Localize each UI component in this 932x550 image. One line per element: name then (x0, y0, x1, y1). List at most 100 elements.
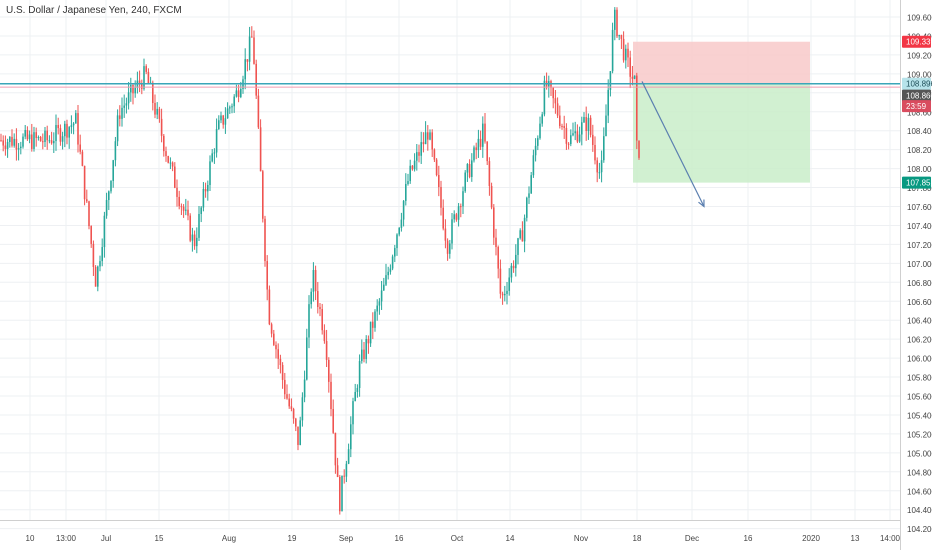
candle-body (13, 138, 15, 146)
candle-body (64, 123, 66, 137)
candle-body (48, 140, 51, 142)
candle-body (180, 206, 183, 208)
candle-body (9, 136, 11, 143)
candle-body (6, 142, 9, 149)
candle-body (341, 475, 343, 512)
candle-body (295, 418, 297, 427)
y-tick-label: 105.400 (907, 411, 932, 420)
arrow-shaft (641, 81, 705, 207)
y-tick-label: 105.800 (907, 374, 932, 383)
candle-body (174, 166, 176, 188)
candle-body (482, 123, 484, 147)
candle-body (407, 181, 409, 185)
candle-body (105, 200, 108, 216)
candle-body (246, 59, 249, 62)
candle-body (303, 379, 306, 398)
candle-body (101, 247, 103, 262)
candle-body (435, 159, 438, 176)
candle-body (103, 215, 106, 248)
candle-body (457, 206, 460, 220)
candle-body (572, 133, 574, 136)
candle-body (380, 290, 383, 302)
candle-body (358, 361, 361, 388)
stop-loss-price-label-bg (902, 35, 931, 48)
candle-body (464, 172, 466, 192)
candle-body (530, 175, 532, 194)
candle-body (42, 141, 44, 143)
candle-body (160, 118, 163, 136)
candle-body (409, 165, 411, 182)
candle-body (310, 291, 312, 305)
chart-title: U.S. Dollar / Japanese Yen, 240, FXCM (6, 5, 182, 16)
candle-body (352, 401, 354, 425)
candle-body (125, 103, 128, 106)
candle-body (418, 152, 420, 156)
candle-body (451, 219, 453, 244)
take-profit-zone (633, 83, 810, 183)
trade-zones (633, 41, 810, 183)
candle-body (462, 191, 464, 207)
candle-body (46, 130, 48, 141)
candle-body (431, 132, 433, 150)
candle-body (53, 141, 55, 144)
candle-body (253, 37, 255, 64)
candle-body (222, 115, 224, 125)
candle-body (616, 9, 618, 37)
x-tick-label: Oct (451, 534, 464, 543)
candle-body (259, 127, 262, 172)
candle-body (116, 115, 119, 142)
take-profit-price-label: 107.852 (906, 179, 932, 188)
candle-body (288, 398, 290, 407)
candle-body (33, 132, 35, 149)
candle-body (440, 187, 442, 208)
candle-body (226, 108, 229, 119)
candle-body (4, 145, 7, 149)
candle-body (110, 180, 112, 192)
candle-body (176, 187, 178, 197)
candle-body (343, 475, 345, 477)
candle-body (372, 321, 374, 328)
candle-body (130, 85, 132, 93)
candle-body (455, 214, 458, 220)
candle-body (31, 134, 33, 149)
candle-body (325, 341, 328, 360)
candle-body (50, 140, 53, 144)
candle-body (328, 359, 330, 382)
candle-body (633, 75, 636, 79)
candle-body (334, 432, 337, 466)
candle-body (207, 184, 209, 192)
candle-body (374, 311, 376, 328)
candle-body (506, 290, 508, 294)
candle-body (620, 34, 623, 39)
candle-body (281, 365, 284, 380)
candle-body (24, 130, 26, 137)
entry-price-label: 108.896 (906, 80, 932, 89)
candle-body (596, 160, 598, 173)
y-tick-label: 107.000 (907, 260, 932, 269)
y-tick-label: 106.800 (907, 279, 932, 288)
candle-body (231, 106, 233, 108)
candle-body (88, 201, 90, 227)
y-tick-label: 108.600 (907, 108, 932, 117)
candle-body (385, 275, 387, 285)
candle-body (134, 87, 136, 94)
y-tick-label: 104.800 (907, 468, 932, 477)
candle-body (376, 305, 378, 312)
candle-body (543, 80, 546, 115)
candle-body (519, 230, 521, 239)
candle-body (477, 138, 480, 151)
candle-body (554, 98, 557, 104)
candle-body (587, 117, 590, 131)
candle-body (361, 349, 363, 362)
candle-body (466, 164, 469, 173)
x-tick-label: Sep (339, 534, 354, 543)
candle-body (468, 164, 471, 177)
x-tick-label: 15 (155, 534, 164, 543)
candle-body (154, 102, 156, 115)
candle-body (119, 115, 121, 119)
candle-body (526, 197, 528, 218)
candle-body (204, 188, 207, 192)
candle-body (215, 128, 218, 153)
candle-body (567, 143, 570, 145)
